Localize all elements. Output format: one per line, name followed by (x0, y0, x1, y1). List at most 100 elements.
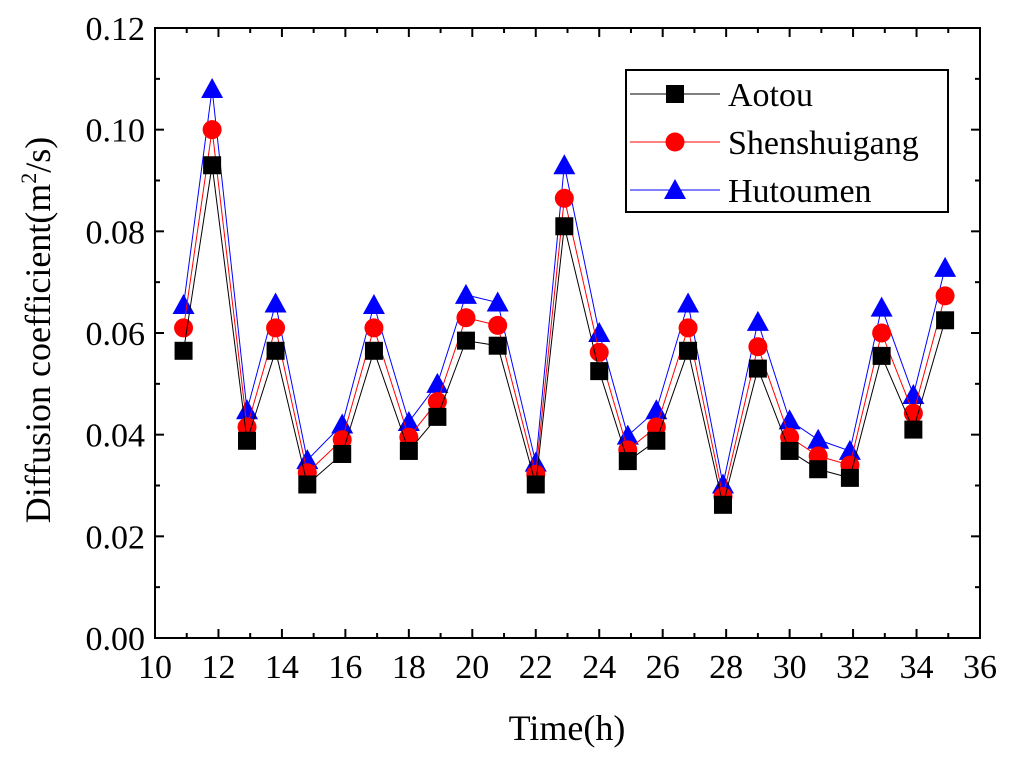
data-point-hutoumen (553, 154, 576, 175)
data-point-aotou (238, 431, 257, 450)
data-point-hutoumen (746, 310, 769, 331)
y-tick-label: 0.12 (86, 11, 146, 48)
data-point-aotou (840, 468, 859, 487)
legend-marker (665, 132, 685, 152)
data-point-aotou (590, 362, 609, 381)
data-point-aotou (555, 217, 574, 236)
x-axis-label: Time(h) (509, 708, 626, 748)
data-point-shenshuigang (748, 337, 768, 357)
x-tick-label: 26 (646, 649, 680, 686)
data-point-hutoumen (807, 428, 830, 449)
data-point-shenshuigang (202, 120, 222, 140)
data-point-shenshuigang (935, 286, 955, 306)
data-point-aotou (618, 452, 637, 471)
x-tick-label: 12 (201, 649, 235, 686)
data-point-hutoumen (454, 283, 477, 304)
y-tick-label: 0.06 (86, 316, 146, 353)
data-point-shenshuigang (554, 188, 574, 208)
data-point-aotou (647, 431, 666, 450)
data-point-hutoumen (677, 292, 700, 313)
data-point-hutoumen (201, 78, 224, 98)
data-point-aotou (748, 359, 767, 378)
data-point-aotou (809, 460, 828, 479)
data-point-hutoumen (236, 399, 259, 420)
data-point-shenshuigang (678, 318, 698, 338)
legend: Aotou Shenshuigang Hutoumen (625, 69, 949, 213)
data-point-hutoumen (331, 413, 354, 434)
data-point-hutoumen (616, 424, 639, 445)
x-tick-label: 14 (265, 649, 299, 686)
y-tick-label: 0.00 (86, 621, 146, 658)
data-point-shenshuigang (589, 342, 609, 362)
data-point-aotou (174, 341, 193, 360)
data-point-aotou (488, 336, 507, 355)
data-point-hutoumen (172, 294, 195, 315)
x-tick-label: 16 (328, 649, 362, 686)
x-tick-label: 18 (392, 649, 426, 686)
legend-marker (664, 179, 686, 199)
data-point-hutoumen (296, 449, 319, 470)
x-tick-label: 10 (138, 649, 172, 686)
series-line-aotou (183, 165, 946, 505)
x-tick-label: 22 (519, 649, 553, 686)
y-axis-label: Diffusion coefficient(m2/s) (16, 137, 58, 524)
data-point-aotou (456, 331, 475, 350)
series-hutoumen (172, 78, 957, 494)
y-tick-label: 0.02 (86, 519, 146, 556)
data-point-shenshuigang (488, 315, 508, 335)
series-layer (172, 78, 957, 514)
data-point-hutoumen (711, 473, 734, 494)
data-point-hutoumen (778, 409, 801, 430)
data-point-aotou (298, 475, 317, 494)
y-axis-label-superscript: 2 (16, 173, 41, 184)
data-point-shenshuigang (266, 318, 286, 338)
data-point-shenshuigang (872, 323, 892, 343)
data-point-hutoumen (362, 294, 385, 315)
data-point-aotou (203, 156, 222, 175)
data-point-hutoumen (486, 291, 509, 312)
data-point-hutoumen (934, 256, 957, 277)
legend-marker (666, 85, 684, 103)
x-tick-label: 32 (836, 649, 870, 686)
data-point-hutoumen (870, 296, 893, 317)
legend-label: Hutoumen (728, 173, 872, 210)
data-point-shenshuigang (364, 318, 384, 338)
data-point-aotou (333, 444, 352, 463)
data-point-aotou (399, 441, 418, 460)
x-axis: 10 12 14 16 18 20 22 24 26 28 30 32 34 36 (138, 28, 997, 686)
y-axis-label-tail: /s) (18, 137, 58, 173)
data-point-aotou (872, 346, 891, 365)
data-point-hutoumen (264, 292, 287, 313)
data-point-shenshuigang (456, 308, 476, 328)
data-point-aotou (780, 441, 799, 460)
data-point-hutoumen (397, 410, 420, 431)
x-tick-label: 30 (773, 649, 807, 686)
data-point-aotou (266, 341, 285, 360)
data-point-hutoumen (426, 372, 449, 393)
y-axis-label-main: Diffusion coefficient(m (18, 184, 58, 524)
series-aotou (174, 156, 955, 514)
data-point-hutoumen (645, 399, 668, 420)
y-tick-label: 0.08 (86, 214, 146, 251)
data-point-shenshuigang (427, 392, 447, 412)
data-point-hutoumen (588, 322, 611, 342)
y-tick-label: 0.04 (86, 418, 146, 455)
data-point-aotou (679, 341, 698, 360)
data-point-shenshuigang (174, 318, 194, 338)
data-point-aotou (904, 420, 923, 439)
y-tick-label: 0.10 (86, 113, 146, 150)
x-tick-label: 36 (963, 649, 997, 686)
data-point-shenshuigang (332, 430, 352, 450)
data-point-aotou (526, 475, 545, 494)
legend-label: Shenshuigang (728, 125, 919, 162)
x-tick-label: 34 (900, 649, 934, 686)
x-tick-label: 20 (455, 649, 489, 686)
x-tick-label: 24 (582, 649, 616, 686)
data-point-aotou (936, 311, 955, 330)
data-point-aotou (713, 495, 732, 514)
data-point-aotou (428, 407, 447, 426)
y-axis: 0.00 0.02 0.04 0.06 0.08 0.10 0.12 (86, 11, 980, 658)
data-point-aotou (364, 341, 383, 360)
legend-label: Aotou (728, 77, 813, 114)
